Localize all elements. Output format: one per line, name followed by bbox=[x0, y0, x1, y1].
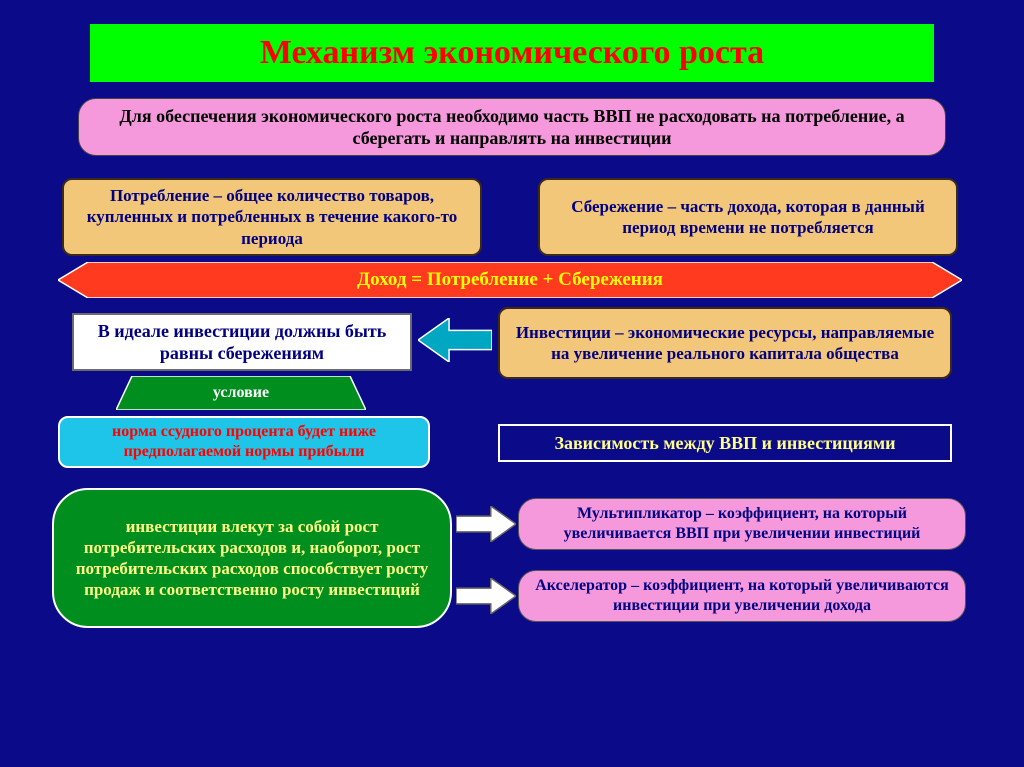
multiplier-box: Мультипликатор – коэффициент, на который… bbox=[518, 498, 966, 550]
arrow-right-icon bbox=[456, 578, 516, 614]
arrow-left-icon bbox=[418, 318, 492, 362]
norm-box: норма ссудного процента будет ниже предп… bbox=[58, 416, 430, 468]
condition-text: условие bbox=[213, 384, 269, 402]
def-consumption-text: Потребление – общее количество товаров, … bbox=[76, 185, 468, 249]
invest-def-text: Инвестиции – экономические ресурсы, напр… bbox=[512, 322, 938, 365]
arrow-to-ideal bbox=[418, 318, 492, 362]
invest-def: Инвестиции – экономические ресурсы, напр… bbox=[498, 307, 952, 379]
intro-text: Для обеспечения экономического роста нео… bbox=[109, 105, 915, 150]
ideal-text: В идеале инвестиции должны быть равны сб… bbox=[88, 320, 396, 365]
depend-box: Зависимость между ВВП и инвестициями bbox=[498, 424, 952, 462]
title-text: Механизм экономического роста bbox=[260, 32, 764, 75]
accelerator-text: Акселератор – коэффициент, на который ув… bbox=[533, 576, 951, 616]
ideal-box: В идеале инвестиции должны быть равны сб… bbox=[72, 313, 412, 371]
norm-text: норма ссудного процента будет ниже предп… bbox=[70, 422, 418, 462]
green-oval-text: инвестиции влекут за собой рост потребит… bbox=[74, 516, 430, 601]
def-saving: Сбережение – часть дохода, которая в дан… bbox=[538, 178, 958, 256]
formula-ribbon: Доход = Потребление + Сбережения bbox=[58, 262, 962, 298]
accelerator-box: Акселератор – коэффициент, на который ув… bbox=[518, 570, 966, 622]
title-bar: Механизм экономического роста bbox=[90, 24, 934, 82]
condition-tab: условие bbox=[116, 376, 366, 410]
def-saving-text: Сбережение – часть дохода, которая в дан… bbox=[552, 196, 944, 239]
arrow-to-accelerator bbox=[456, 578, 516, 614]
intro-box: Для обеспечения экономического роста нео… bbox=[78, 98, 946, 156]
depend-text: Зависимость между ВВП и инвестициями bbox=[554, 432, 895, 455]
multiplier-text: Мультипликатор – коэффициент, на который… bbox=[533, 504, 951, 544]
formula-text: Доход = Потребление + Сбережения bbox=[357, 269, 663, 291]
green-oval: инвестиции влекут за собой рост потребит… bbox=[52, 488, 452, 628]
arrow-to-multiplier bbox=[456, 506, 516, 542]
arrow-right-icon bbox=[456, 506, 516, 542]
def-consumption: Потребление – общее количество товаров, … bbox=[62, 178, 482, 256]
